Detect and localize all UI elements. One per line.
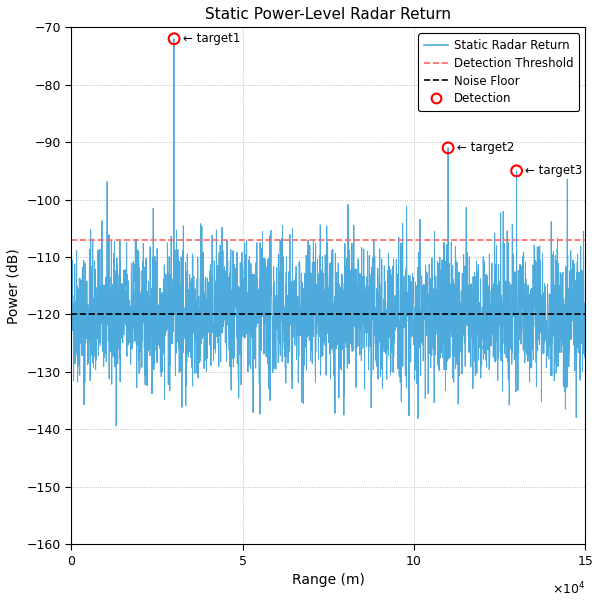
Noise Floor [68, 311, 75, 318]
Static Radar Return [287, 286, 295, 293]
Legend: Static Radar Return, Detection Threshold, Noise Floor, Detection: Static Radar Return, Detection Threshold… [418, 33, 579, 111]
Static Radar Return [157, 292, 164, 299]
Detection Threshold [68, 236, 75, 244]
Title: Static Power-Level Radar Return: Static Power-Level Radar Return [205, 7, 451, 22]
Y-axis label: Power (dB): Power (dB) [7, 248, 21, 323]
Text: ← target2: ← target2 [457, 142, 514, 154]
Static Radar Return [581, 316, 589, 323]
Text: ← target3: ← target3 [525, 164, 583, 178]
Detection [443, 143, 453, 152]
Static Radar Return [113, 422, 120, 430]
Detection Threshold [68, 236, 75, 244]
Detection [169, 34, 179, 44]
Text: ← target1: ← target1 [182, 32, 240, 45]
Static Radar Return [68, 293, 75, 301]
Text: $\times10^4$: $\times10^4$ [551, 580, 585, 597]
Static Radar Return [572, 289, 579, 296]
Static Radar Return [170, 35, 178, 43]
Static Radar Return [517, 260, 524, 268]
Noise Floor [68, 311, 75, 318]
Static Radar Return [127, 328, 134, 335]
Line: Static Radar Return: Static Radar Return [71, 39, 585, 426]
Detection [512, 166, 521, 176]
Static Radar Return [265, 333, 272, 340]
X-axis label: Range (m): Range (m) [292, 573, 365, 587]
